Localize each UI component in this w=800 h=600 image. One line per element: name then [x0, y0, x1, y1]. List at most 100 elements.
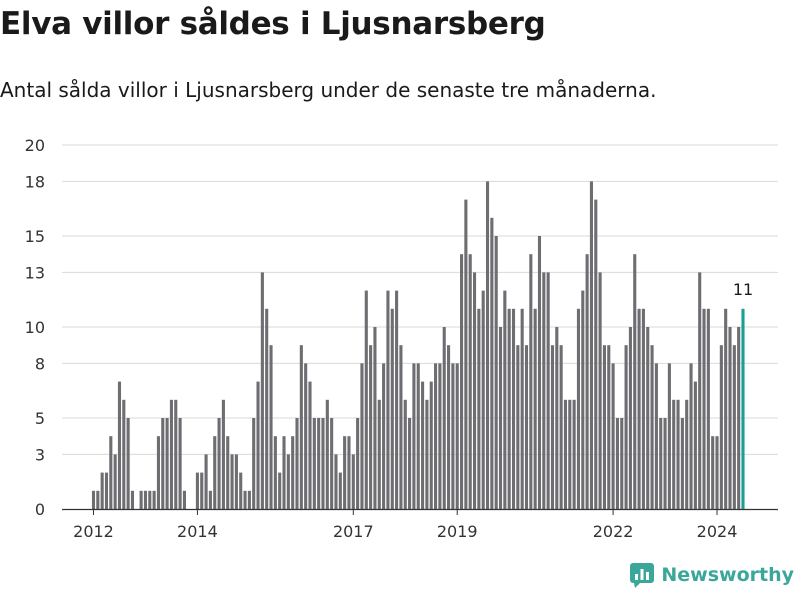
x-tick-label: 2014	[177, 522, 218, 541]
bar	[719, 345, 723, 509]
newsworthy-logo-icon	[630, 563, 655, 588]
bar	[117, 381, 122, 509]
annotations: 11	[733, 280, 753, 299]
bar	[706, 308, 710, 509]
bar	[174, 399, 178, 509]
bar	[403, 399, 407, 509]
bar	[498, 327, 503, 509]
bar	[425, 399, 429, 509]
bar	[200, 472, 204, 509]
bar	[208, 490, 212, 509]
bar	[139, 490, 143, 509]
bar	[490, 217, 494, 510]
bar	[611, 363, 615, 509]
bar	[364, 290, 368, 509]
y-tick-label: 20	[25, 136, 45, 155]
y-tick-label: 10	[25, 318, 45, 337]
bar	[507, 308, 511, 509]
bar	[689, 363, 693, 509]
bar	[308, 381, 312, 509]
bar	[230, 454, 234, 509]
y-tick-label: 0	[35, 500, 45, 519]
bar	[559, 345, 563, 509]
bar	[563, 399, 568, 509]
bar	[256, 381, 260, 509]
bar	[252, 418, 256, 509]
bar	[373, 327, 377, 509]
chart-subtitle: Antal sålda villor i Ljusnarsberg under …	[0, 78, 657, 102]
bar	[351, 454, 355, 509]
bar	[737, 327, 741, 509]
bar	[273, 436, 277, 509]
bar	[442, 327, 446, 509]
bar	[338, 472, 342, 509]
bar	[395, 290, 399, 509]
bar	[317, 418, 321, 509]
bar	[161, 418, 165, 509]
bar	[412, 363, 416, 509]
x-tick-label: 2022	[593, 522, 634, 541]
bar	[126, 418, 130, 509]
bar	[451, 363, 455, 509]
bar	[732, 345, 736, 509]
bar	[464, 199, 468, 509]
bar	[447, 345, 451, 509]
bar	[399, 345, 403, 509]
bar	[659, 418, 663, 509]
bar	[698, 272, 702, 509]
bar	[485, 181, 490, 509]
bar	[503, 290, 507, 509]
bar	[602, 345, 606, 509]
bar	[260, 272, 264, 509]
bar	[477, 308, 481, 509]
bar	[278, 472, 282, 509]
x-tick-label: 2012	[73, 522, 114, 541]
bar	[724, 308, 728, 509]
bar	[382, 363, 386, 509]
bar	[321, 418, 325, 509]
bar	[408, 418, 412, 509]
highlight-value-label: 11	[733, 280, 753, 299]
bar	[213, 436, 217, 509]
bar	[667, 363, 671, 509]
y-tick-label: 18	[25, 172, 45, 191]
bar	[265, 308, 269, 509]
bar	[693, 381, 697, 509]
bar	[195, 472, 199, 509]
bar	[598, 272, 602, 509]
bar	[620, 418, 624, 509]
bar	[533, 308, 537, 509]
bar	[472, 272, 477, 509]
x-axis: 2012 2014 2017 2019 2022 2024	[62, 508, 778, 541]
x-tick-label: 2017	[333, 522, 374, 541]
bar	[416, 363, 420, 509]
x-tick-label: 2019	[437, 522, 478, 541]
highlight-bar	[741, 308, 745, 509]
bar	[537, 236, 542, 509]
bar	[546, 272, 550, 509]
bar	[243, 490, 247, 509]
bar	[576, 308, 581, 509]
x-tick-label: 2024	[697, 522, 738, 541]
bar	[386, 290, 390, 509]
bar	[685, 399, 689, 509]
bar	[520, 308, 524, 509]
bar	[178, 418, 182, 509]
newsworthy-logo-text: Newsworthy	[661, 564, 794, 586]
bar	[377, 399, 381, 509]
bar	[234, 454, 238, 509]
newsworthy-logo: Newsworthy	[629, 562, 794, 588]
bar	[247, 490, 251, 509]
bar	[360, 363, 364, 509]
bar	[572, 399, 576, 509]
bar	[226, 436, 230, 509]
bar	[429, 381, 433, 509]
bar	[130, 490, 135, 509]
bar	[165, 418, 169, 509]
chart-title: Elva villor såldes i Ljusnarsberg	[0, 6, 546, 42]
bar	[148, 490, 152, 509]
bar	[295, 418, 299, 509]
bar	[334, 454, 338, 509]
bar	[568, 399, 572, 509]
